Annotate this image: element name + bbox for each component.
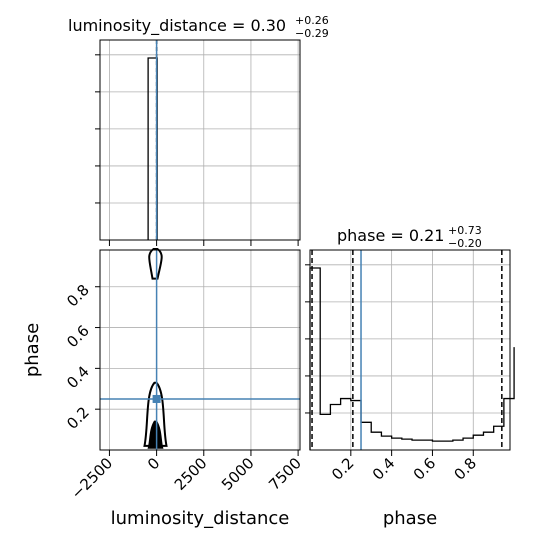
panel-2d-contour: −2500 0 2500 5000 7500 0.2 0.4 0.6 0.8 [63, 248, 305, 503]
x-tick-label: 0.6 [410, 454, 440, 484]
xlabel-luminosity-distance: luminosity_distance [111, 508, 290, 529]
title-phase-plus: +0.73 [448, 224, 482, 237]
y-tick-label: 0.2 [63, 403, 93, 433]
title-luminosity-distance: luminosity_distance = 0.30 [68, 16, 286, 36]
panel-phase-histogram: 0.2 0.4 0.6 0.8 [305, 249, 515, 484]
y-tick-label: 0.8 [63, 281, 93, 311]
histogram-phase [309, 267, 515, 450]
x-tick-label: −2500 [68, 454, 117, 503]
title-phase-minus: −0.20 [448, 237, 482, 250]
x-tick-label: 2500 [171, 454, 211, 494]
title-luminosity-distance-minus: −0.29 [295, 27, 329, 40]
x-tick-label: 7500 [265, 454, 305, 494]
contour-upper [148, 248, 163, 280]
axes-frame [99, 39, 301, 241]
x-tick-label: 0.8 [450, 454, 480, 484]
panel-luminosity-distance-histogram [95, 39, 301, 246]
y-tick-label: 0.4 [63, 362, 93, 392]
x-tick-label: 5000 [218, 454, 258, 494]
title-luminosity-distance-plus: +0.26 [295, 14, 329, 27]
contour-lower-inner [147, 420, 164, 449]
title-phase: phase = 0.21 [337, 226, 444, 245]
x-tick-label: 0.2 [328, 454, 358, 484]
x-tick-label: 0.4 [369, 454, 399, 484]
ylabel-phase: phase [22, 323, 43, 377]
axes-frame [309, 249, 511, 451]
axes-frame [99, 249, 301, 451]
truth-marker [152, 394, 161, 403]
xlabel-phase: phase [383, 508, 437, 529]
y-tick-label: 0.6 [63, 322, 93, 352]
histogram-luminosity-distance [147, 57, 158, 240]
x-tick-label: 0 [144, 454, 163, 473]
